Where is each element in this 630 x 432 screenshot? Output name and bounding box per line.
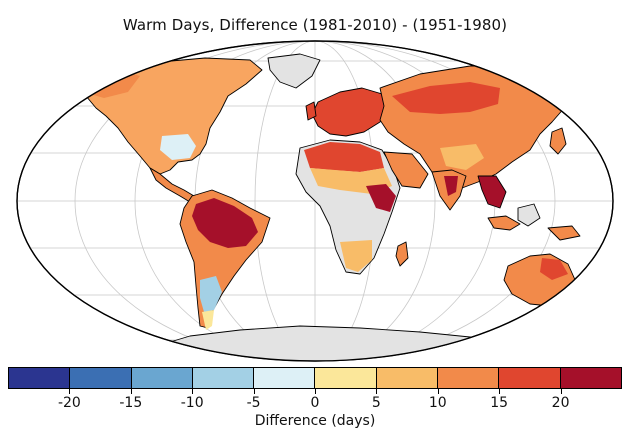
borneo xyxy=(517,203,541,227)
horn-africa-hot xyxy=(366,184,396,212)
colorbar-segment xyxy=(192,368,255,388)
british-isles xyxy=(305,101,317,121)
colorbar-segment xyxy=(131,368,193,388)
colorbar-segment xyxy=(315,368,377,388)
map-title: Warm Days, Difference (1981-2010) - (195… xyxy=(122,16,508,34)
colorbar-tick xyxy=(499,389,501,394)
colorbar-tick xyxy=(315,389,316,394)
colorbar-tick-label: 0 xyxy=(310,395,320,411)
new-guinea xyxy=(547,225,581,241)
patagonia-tip xyxy=(202,310,214,330)
colorbar-tick xyxy=(130,389,132,394)
south-africa-warm xyxy=(340,240,372,272)
colorbar-segment xyxy=(560,368,621,388)
colorbar-tick xyxy=(253,389,255,394)
colorbar-tick-label: -20 xyxy=(57,395,81,411)
colorbar-tick-label: 5 xyxy=(371,395,381,411)
siberia-warm xyxy=(392,82,500,114)
japan xyxy=(549,127,567,155)
colorbar xyxy=(8,367,622,389)
tibet-mild xyxy=(440,144,484,170)
colorbar-segment xyxy=(9,368,71,388)
colorbar-segment xyxy=(438,368,500,388)
colorbar-tick xyxy=(437,389,439,394)
colorbar-tick-label: 15 xyxy=(490,395,509,411)
colorbar-tick xyxy=(560,389,562,394)
map-outline xyxy=(16,40,614,362)
world-map xyxy=(16,40,614,362)
north-africa-warm xyxy=(304,142,384,172)
madagascar xyxy=(395,241,409,267)
australia-hot xyxy=(540,258,568,280)
colorbar-tick-label: -5 xyxy=(246,395,261,411)
colorbar-segment xyxy=(499,368,561,388)
colorbar-tick xyxy=(69,389,71,394)
colorbar-tick xyxy=(192,389,194,394)
greenland xyxy=(267,53,321,89)
arabia xyxy=(383,151,429,189)
colorbar-tick xyxy=(376,389,378,394)
colorbar-tick-label: -10 xyxy=(180,395,204,411)
antarctica xyxy=(149,325,561,361)
colorbar-segment xyxy=(376,368,439,388)
colorbar-tick-label: 20 xyxy=(551,395,570,411)
colorbar-label: Difference (days) xyxy=(254,413,376,429)
new-zealand xyxy=(595,293,607,315)
southeast-asia xyxy=(477,175,507,209)
colorbar-segment xyxy=(254,368,316,388)
europe xyxy=(311,87,391,137)
india-hot xyxy=(444,176,458,196)
colorbar-tick-label: -15 xyxy=(119,395,143,411)
indonesia xyxy=(487,215,521,231)
north-america-cool-spot xyxy=(160,134,196,160)
colorbar-tick-label: 10 xyxy=(428,395,447,411)
patagonia-cool xyxy=(200,276,222,312)
colorbar-segment xyxy=(70,368,132,388)
amazon-hotspot xyxy=(192,198,258,248)
